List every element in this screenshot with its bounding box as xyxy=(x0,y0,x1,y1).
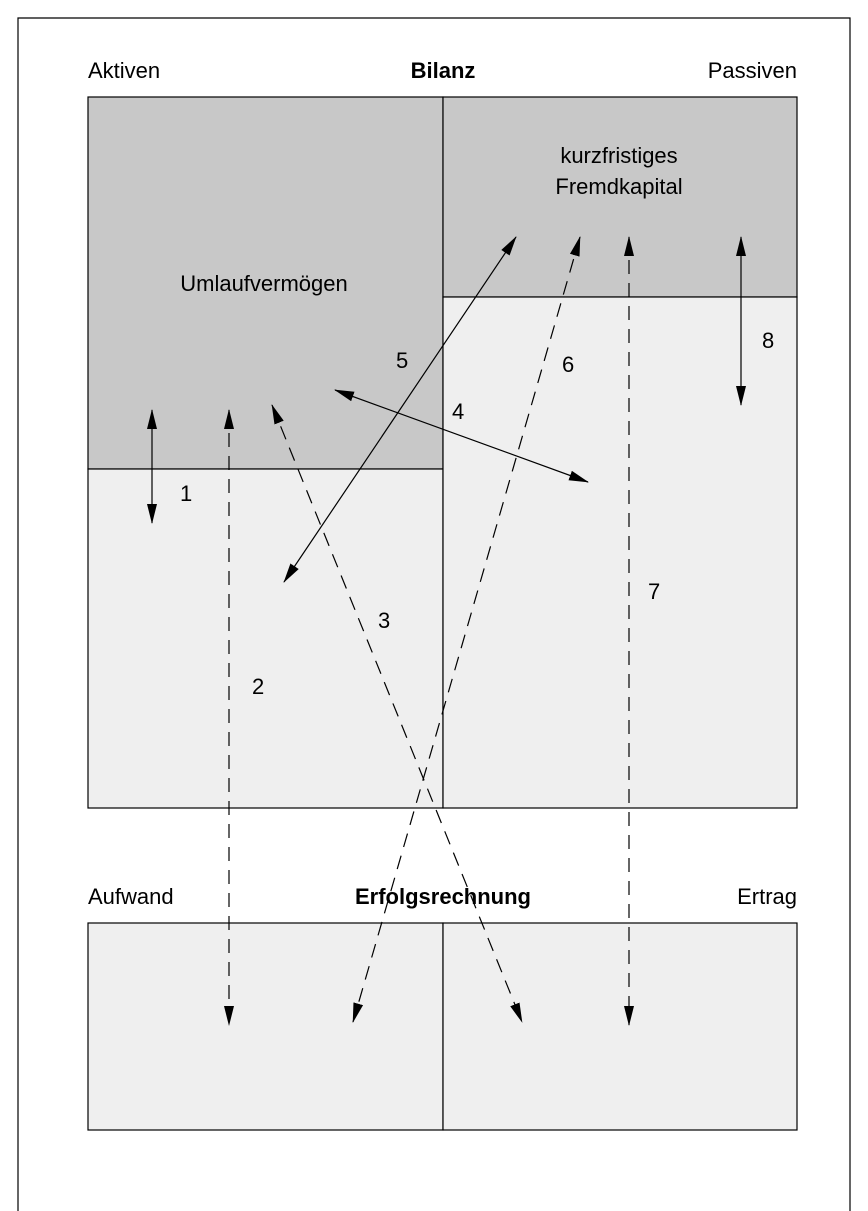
box-anlagevermoegen xyxy=(87,468,444,809)
label-ertrag: Ertrag xyxy=(737,884,797,909)
arrow-label: 7 xyxy=(648,579,660,604)
arrow-label: 1 xyxy=(180,481,192,506)
arrow-label: 2 xyxy=(252,674,264,699)
arrow-label: 5 xyxy=(396,348,408,373)
label-aktiven: Aktiven xyxy=(88,58,160,83)
label-umlaufvermoegen: Umlaufvermögen xyxy=(180,271,348,296)
arrow-label: 3 xyxy=(378,608,390,633)
title-erfolgsrechnung: Erfolgsrechnung xyxy=(355,884,531,909)
label-fremdkapital: Fremdkapital xyxy=(555,174,682,199)
arrow xyxy=(352,236,581,1023)
title-bilanz: Bilanz xyxy=(411,58,476,83)
label-aufwand: Aufwand xyxy=(88,884,174,909)
frame xyxy=(17,17,851,1211)
box-aufwand xyxy=(87,922,444,1131)
arrow-label: 4 xyxy=(452,399,464,424)
box-langfristig xyxy=(442,296,798,809)
arrow-label: 6 xyxy=(562,352,574,377)
label-kurzfristiges: kurzfristiges xyxy=(560,143,677,168)
label-passiven: Passiven xyxy=(708,58,797,83)
box-ertrag xyxy=(442,922,798,1131)
arrow-label: 8 xyxy=(762,328,774,353)
